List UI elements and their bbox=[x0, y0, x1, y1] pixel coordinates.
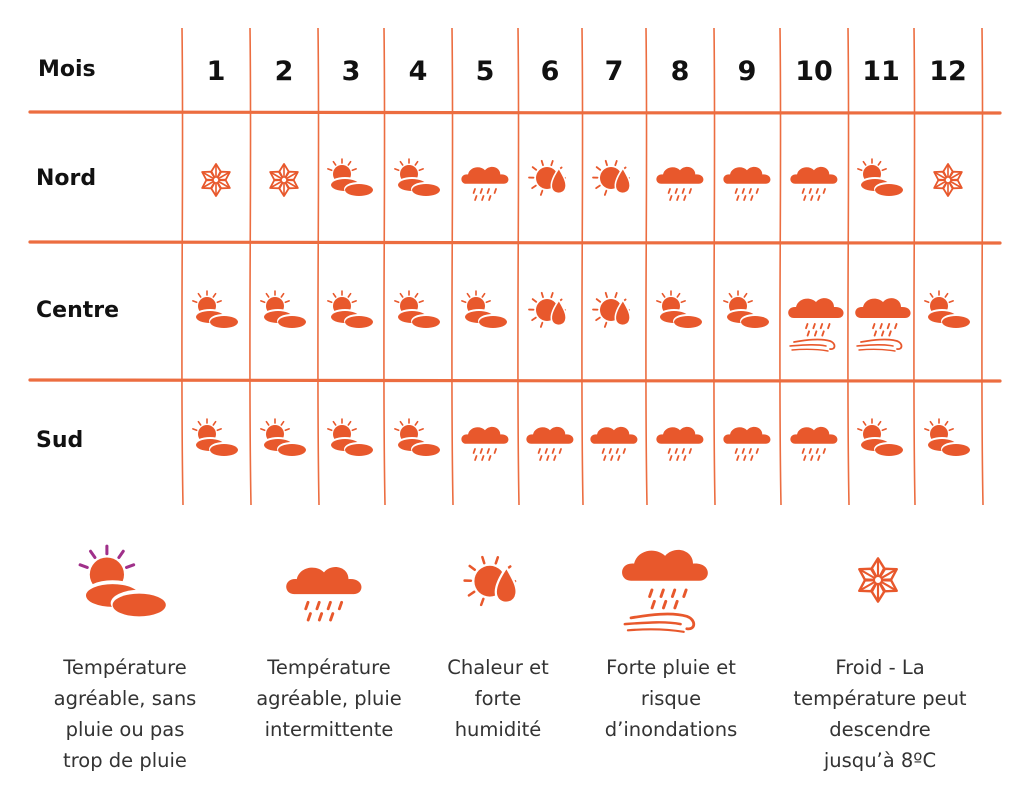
weather-icon-pleasant bbox=[857, 158, 904, 196]
weather-icon-intermittent bbox=[461, 166, 509, 201]
month-header-12: 12 bbox=[929, 56, 967, 87]
weather-icon-intermittent bbox=[656, 166, 704, 201]
weather-icon-pleasant bbox=[327, 158, 374, 196]
weather-icon-intermittent bbox=[790, 426, 838, 461]
grid-vertical-line bbox=[645, 27, 648, 506]
weather-icon-cold bbox=[269, 163, 299, 197]
weather-icon-cells bbox=[192, 158, 971, 461]
legend-icon-cold bbox=[858, 557, 898, 603]
weather-icon-cold bbox=[933, 163, 963, 197]
weather-icon-heavy-rain bbox=[855, 298, 911, 352]
month-header-9: 9 bbox=[737, 56, 757, 87]
weather-icon-intermittent bbox=[723, 426, 771, 461]
grid-vertical-line bbox=[249, 27, 252, 506]
weather-icon-hot-humid bbox=[592, 291, 631, 328]
month-header-5: 5 bbox=[475, 56, 495, 87]
months-header-label: Mois bbox=[38, 57, 96, 82]
grid-vertical-line bbox=[713, 27, 716, 506]
weather-icon-pleasant bbox=[656, 290, 703, 328]
weather-icon-pleasant bbox=[260, 290, 307, 328]
weather-icon-pleasant bbox=[327, 418, 374, 456]
weather-icon-intermittent bbox=[461, 426, 509, 461]
legend-text-hot-humid: Chaleur et forte humidité bbox=[447, 656, 549, 741]
weather-icon-pleasant bbox=[394, 418, 441, 456]
weather-icon-pleasant bbox=[192, 418, 239, 456]
region-label-nord: Nord bbox=[36, 166, 97, 191]
legend-icons bbox=[78, 544, 898, 633]
grid-vertical-line bbox=[383, 27, 386, 506]
weather-icon-pleasant bbox=[192, 290, 239, 328]
weather-icon-pleasant bbox=[394, 290, 441, 328]
grid-vertical-line bbox=[581, 27, 584, 506]
grid-horizontal-line bbox=[28, 239, 1002, 246]
weather-icon-heavy-rain bbox=[788, 298, 844, 352]
legend-text-intermittent: Température agréable, pluie intermittente bbox=[256, 656, 402, 741]
legend-text-heavy-rain: Forte pluie et risque d’inondations bbox=[604, 656, 738, 741]
grid-vertical-line bbox=[779, 27, 782, 506]
region-label-centre: Centre bbox=[36, 298, 120, 323]
weather-icon-pleasant bbox=[260, 418, 307, 456]
grid-horizontal-line bbox=[28, 109, 1002, 116]
weather-icon-pleasant bbox=[857, 418, 904, 456]
calendar-grid bbox=[28, 27, 1002, 506]
grid-vertical-line bbox=[847, 27, 850, 506]
weather-icon-hot-humid bbox=[592, 159, 631, 196]
month-header-4: 4 bbox=[408, 56, 428, 87]
month-header-8: 8 bbox=[670, 56, 690, 87]
grid-horizontal-line bbox=[28, 377, 1002, 384]
weather-icon-intermittent bbox=[590, 426, 638, 461]
legend-icon-heavy-rain bbox=[622, 549, 708, 633]
weather-icon-pleasant bbox=[924, 290, 971, 328]
month-header-11: 11 bbox=[862, 56, 900, 87]
weather-icon-hot-humid bbox=[528, 291, 567, 328]
weather-icon-hot-humid bbox=[528, 159, 567, 196]
month-header-6: 6 bbox=[540, 56, 560, 87]
grid-vertical-line bbox=[981, 27, 984, 506]
weather-icon-intermittent bbox=[526, 426, 574, 461]
region-label-sud: Sud bbox=[36, 428, 84, 453]
weather-icon-intermittent bbox=[790, 166, 838, 201]
grid-vertical-line bbox=[913, 27, 916, 506]
weather-icon-cold bbox=[201, 163, 231, 197]
weather-icon-pleasant bbox=[924, 418, 971, 456]
weather-icon-pleasant bbox=[327, 290, 374, 328]
grid-vertical-line bbox=[451, 27, 454, 506]
legend-icon-pleasant bbox=[78, 544, 168, 617]
month-header-3: 3 bbox=[341, 56, 361, 87]
weather-icon-intermittent bbox=[723, 166, 771, 201]
legend-text-cold: Froid - La température peut descendre jusqu… bbox=[793, 656, 967, 772]
weather-icon-intermittent bbox=[656, 426, 704, 461]
month-header-10: 10 bbox=[795, 56, 833, 87]
weather-icon-pleasant bbox=[394, 158, 441, 196]
legend-icon-intermittent bbox=[286, 567, 362, 622]
legend-icon-hot-humid bbox=[463, 555, 518, 607]
legend-text-pleasant: Température agréable, sans pluie ou pas tro… bbox=[53, 656, 197, 772]
weather-icon-pleasant bbox=[723, 290, 770, 328]
month-header-2: 2 bbox=[274, 56, 294, 87]
month-header-1: 1 bbox=[206, 56, 226, 87]
grid-vertical-line bbox=[517, 27, 520, 506]
grid-vertical-line bbox=[181, 27, 184, 506]
month-header-7: 7 bbox=[604, 56, 624, 87]
weather-icon-pleasant bbox=[461, 290, 508, 328]
grid-vertical-line bbox=[317, 27, 320, 506]
